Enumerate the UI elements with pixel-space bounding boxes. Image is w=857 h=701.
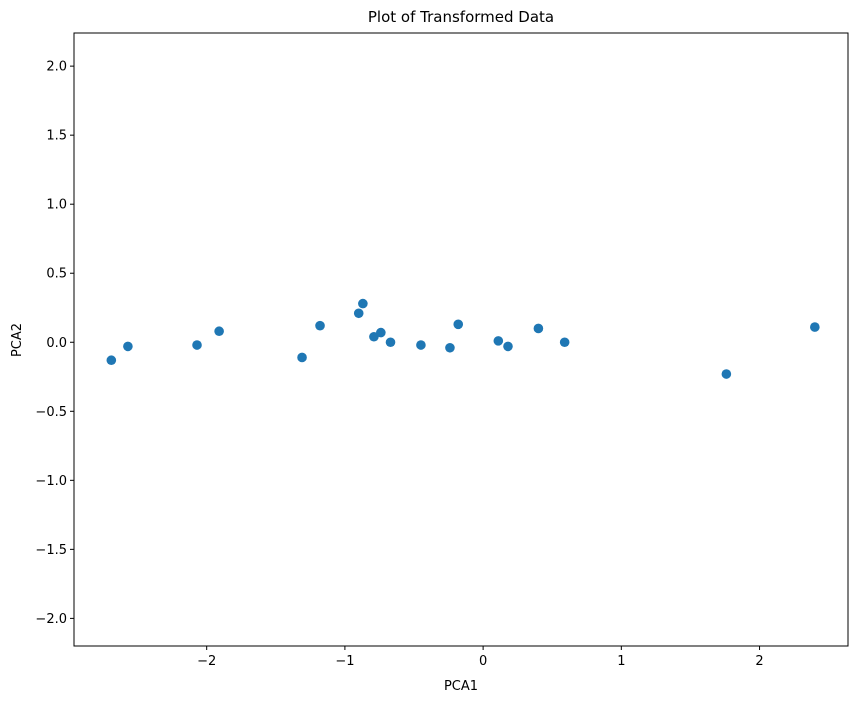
- y-tick-label: −1.0: [35, 474, 67, 489]
- data-point: [315, 320, 325, 331]
- data-point: [106, 355, 117, 366]
- x-tick: 2: [755, 646, 764, 669]
- data-point: [453, 319, 464, 330]
- x-tick-label: 1: [617, 654, 625, 669]
- data-point: [376, 327, 386, 338]
- x-tick-label: −2: [197, 654, 216, 669]
- data-point: [369, 331, 379, 342]
- y-tick-label: 1.5: [46, 129, 67, 144]
- y-tick-label: 1.0: [46, 198, 67, 213]
- data-point: [721, 369, 732, 379]
- data-point: [353, 308, 364, 319]
- x-tick-label: −1: [335, 654, 354, 669]
- y-tick: 0.0: [46, 336, 74, 351]
- y-tick: −1.5: [35, 543, 74, 558]
- plot-frame: [73, 32, 849, 647]
- x-tick-label: 2: [755, 654, 763, 669]
- data-point: [416, 340, 426, 350]
- data-point: [810, 322, 820, 332]
- data-point: [533, 323, 544, 334]
- data-point: [503, 341, 513, 352]
- y-tick: 0.5: [46, 267, 74, 282]
- y-tick: −2.0: [35, 612, 74, 627]
- y-tick-label: 2.0: [46, 60, 67, 75]
- x-tick: −1: [335, 646, 354, 669]
- x-tick: 0: [479, 646, 487, 669]
- data-point: [123, 341, 133, 352]
- x-tick: −2: [197, 646, 216, 669]
- y-tick: 1.0: [46, 198, 74, 213]
- y-axis-label: PCA2: [10, 323, 25, 357]
- chart-title: Plot of Transformed Data: [368, 8, 554, 26]
- data-point: [493, 336, 504, 346]
- y-tick-label: 0.0: [46, 336, 67, 351]
- y-tick-label: 0.5: [46, 267, 67, 282]
- data-point: [297, 352, 307, 363]
- data-point: [358, 298, 368, 309]
- y-tick-label: −1.5: [35, 543, 67, 558]
- y-tick-label: −0.5: [35, 405, 67, 420]
- y-tick: −1.0: [35, 474, 74, 489]
- y-tick: 1.5: [46, 129, 74, 144]
- plot-area: −2 −1 0 1 2 −2.0 −1.5 −1.0 −0.5 0.0 0.5 1.0 1.5 2.0: [35, 60, 820, 669]
- y-tick: 2.0: [46, 60, 74, 75]
- data-point: [559, 337, 570, 348]
- data-point: [385, 337, 396, 348]
- y-tick-label: −2.0: [35, 612, 67, 627]
- data-point: [445, 342, 455, 353]
- y-tick: −0.5: [35, 405, 74, 420]
- x-tick: 1: [617, 646, 625, 669]
- x-axis-label: PCA1: [444, 679, 478, 694]
- data-point: [214, 326, 224, 337]
- data-point: [192, 340, 202, 350]
- x-tick-label: 0: [479, 654, 487, 669]
